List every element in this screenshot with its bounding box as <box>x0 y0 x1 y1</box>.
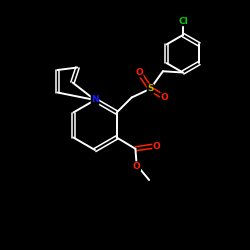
Text: O: O <box>153 142 160 151</box>
Text: O: O <box>135 68 143 77</box>
Text: N: N <box>91 96 99 104</box>
Text: O: O <box>160 93 168 102</box>
Text: S: S <box>147 84 154 93</box>
Text: O: O <box>133 162 140 171</box>
Text: Cl: Cl <box>178 17 188 26</box>
